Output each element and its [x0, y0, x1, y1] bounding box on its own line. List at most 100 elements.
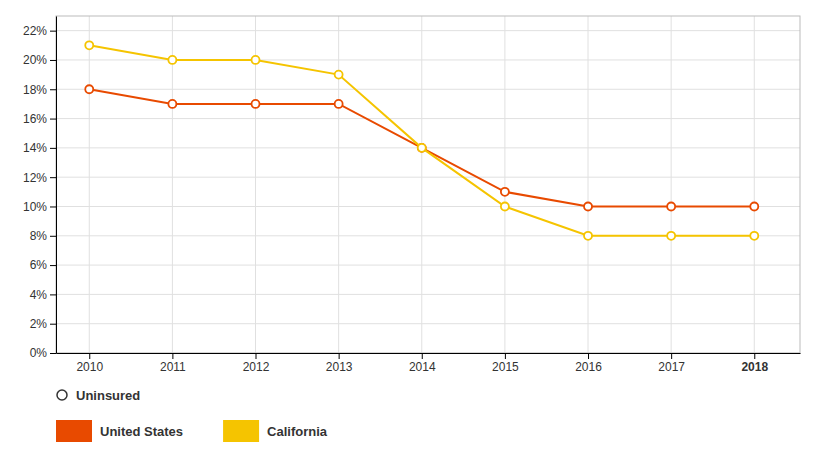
x-tick-label: 2018 — [741, 360, 768, 374]
x-grid-line — [421, 16, 422, 353]
y-tick-label: 20% — [23, 53, 47, 67]
x-tick: 2014 — [409, 353, 436, 374]
series-marker — [335, 100, 343, 108]
y-grid-line — [56, 177, 800, 178]
series-marker — [584, 232, 592, 240]
y-tick: 22% — [23, 24, 56, 38]
series-marker — [750, 232, 758, 240]
x-tick-mark — [671, 353, 672, 359]
y-tick-mark — [50, 265, 56, 266]
legend-label: California — [267, 424, 328, 439]
legend-swatch — [223, 420, 259, 442]
y-tick-mark — [50, 206, 56, 207]
y-tick-mark — [50, 353, 56, 354]
x-grid-line — [504, 16, 505, 353]
x-tick: 2015 — [492, 353, 519, 374]
x-tick-mark — [256, 353, 257, 359]
legend-annotation: Uninsured — [76, 388, 140, 403]
y-tick: 14% — [23, 141, 56, 155]
series-line — [89, 89, 754, 206]
x-tick: 2016 — [575, 353, 602, 374]
series-marker — [584, 202, 592, 210]
y-tick-label: 4% — [30, 288, 48, 302]
x-tick-mark — [754, 353, 755, 359]
series-marker — [501, 202, 509, 210]
y-tick-mark — [50, 119, 56, 120]
y-grid-line — [56, 323, 800, 324]
series-marker — [252, 56, 260, 64]
y-tick-mark — [50, 177, 56, 178]
y-grid-line — [56, 294, 800, 295]
y-tick-mark — [50, 148, 56, 149]
y-grid-line — [56, 147, 800, 148]
series-marker — [168, 56, 176, 64]
series-line — [89, 45, 754, 235]
y-axis: 0% 2% 4% 6% 8% 10% 12% 14% 16% 18% 20% 22% — [23, 17, 57, 361]
series-marker — [667, 202, 675, 210]
y-tick-mark — [50, 294, 56, 295]
series-marker — [750, 202, 758, 210]
y-tick-label: 8% — [30, 229, 48, 243]
legend-swatch — [56, 420, 92, 442]
y-tick-label: 14% — [23, 141, 47, 155]
y-tick: 16% — [23, 112, 56, 126]
x-tick: 2011 — [160, 353, 186, 374]
y-grid-line — [56, 265, 800, 266]
y-tick: 20% — [23, 53, 56, 67]
x-tick-mark — [505, 353, 506, 359]
y-tick-label: 6% — [30, 258, 48, 272]
y-tick-mark — [50, 89, 56, 90]
x-grid-line — [255, 16, 256, 353]
x-tick-mark — [339, 353, 340, 359]
series-marker — [418, 144, 426, 152]
series-marker — [168, 100, 176, 108]
x-grid-line — [754, 16, 755, 353]
x-grid-line — [588, 16, 589, 353]
x-axis: 2010 2011 2012 2013 2014 2015 2016 2017 2018 — [57, 353, 801, 374]
x-tick-label: 2015 — [492, 360, 519, 374]
x-tick-mark — [422, 353, 423, 359]
y-grid-line — [56, 89, 800, 90]
y-tick-label: 10% — [23, 200, 47, 214]
x-tick-label: 2016 — [575, 360, 602, 374]
x-tick: 2012 — [243, 353, 270, 374]
y-tick: 10% — [23, 200, 56, 214]
series-marker — [252, 100, 260, 108]
legend-marker — [57, 390, 67, 400]
y-tick: 6% — [30, 258, 56, 272]
x-tick-label: 2014 — [409, 360, 436, 374]
y-tick-mark — [50, 31, 56, 32]
x-tick: 2013 — [326, 353, 353, 374]
x-tick: 2017 — [658, 353, 685, 374]
x-tick-mark — [588, 353, 589, 359]
series-marker — [667, 232, 675, 240]
y-tick-mark — [50, 236, 56, 237]
y-tick-label: 22% — [23, 24, 47, 38]
x-tick-label: 2010 — [76, 360, 103, 374]
series-marker — [85, 41, 93, 49]
y-tick: 18% — [23, 83, 56, 97]
x-axis-line — [57, 353, 801, 354]
y-tick: 12% — [23, 171, 56, 185]
grid — [56, 16, 800, 353]
y-tick-label: 12% — [23, 171, 47, 185]
x-grid-line — [172, 16, 173, 353]
y-tick: 4% — [30, 288, 56, 302]
x-grid-line — [89, 16, 90, 353]
plot-frame — [56, 16, 800, 353]
chart: 2010 2011 2012 2013 2014 2015 2016 2017 2018 0% 2%… — [0, 0, 824, 459]
x-tick-mark — [172, 353, 173, 359]
x-tick-label: 2011 — [160, 360, 186, 374]
y-tick: 0% — [30, 346, 56, 360]
y-axis-line — [56, 17, 57, 354]
series-marker — [418, 144, 426, 152]
y-tick-mark — [50, 60, 56, 61]
x-tick-label: 2012 — [243, 360, 270, 374]
x-tick-label: 2017 — [658, 360, 685, 374]
y-tick: 8% — [30, 229, 56, 243]
legend-label: United States — [100, 424, 183, 439]
y-tick-label: 2% — [30, 317, 48, 331]
legend: Uninsured United States California — [56, 388, 328, 443]
plot-area — [85, 41, 758, 239]
series-marker — [501, 188, 509, 196]
